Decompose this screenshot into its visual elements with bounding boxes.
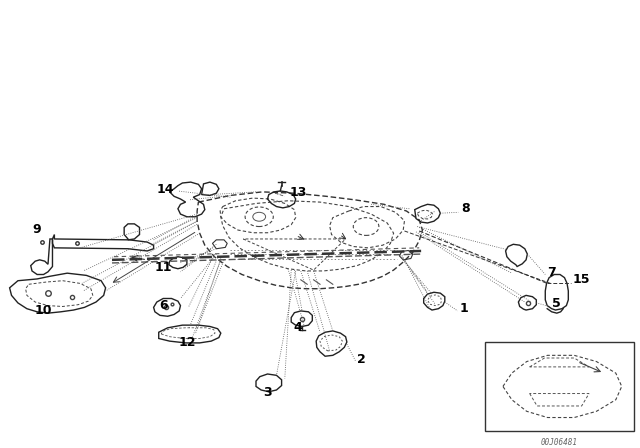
Text: 8: 8	[461, 202, 469, 215]
Bar	[485, 342, 634, 431]
Text: 3: 3	[263, 386, 272, 399]
Text: 4: 4	[293, 321, 302, 334]
Text: 1: 1	[460, 302, 468, 315]
Text: 13: 13	[289, 186, 307, 199]
Text: 15: 15	[573, 273, 590, 286]
Text: 12: 12	[178, 336, 196, 349]
Text: 14: 14	[156, 183, 174, 196]
Text: 11: 11	[154, 261, 172, 274]
Text: 7: 7	[547, 266, 556, 279]
Text: 9: 9	[33, 223, 42, 236]
Text: 2: 2	[357, 353, 366, 366]
Text: 5: 5	[552, 297, 561, 310]
Text: 00J06481: 00J06481	[541, 438, 578, 447]
Text: 6: 6	[159, 299, 168, 312]
Text: 10: 10	[35, 305, 52, 318]
